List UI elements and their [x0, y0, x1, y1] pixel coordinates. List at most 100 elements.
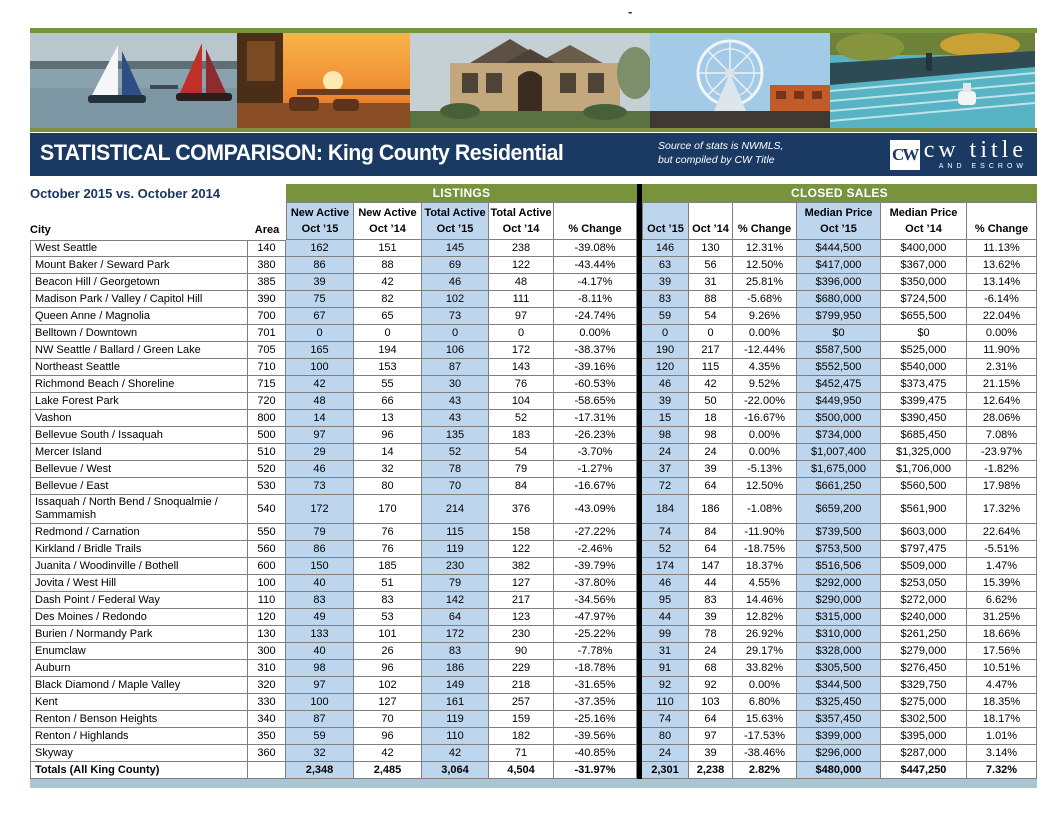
table-row: Vashon 800 14 13 43 52 -17.31% 15 18 -16…: [30, 410, 1037, 427]
total-active-oct15-cell: 145: [422, 240, 489, 257]
median-oct15-cell: $1,007,400: [797, 444, 881, 461]
total-active-oct15-cell: 3,064: [422, 762, 489, 779]
new-active-oct15-cell: 97: [286, 427, 354, 444]
median-oct14-cell: $279,000: [881, 643, 967, 660]
section-divider: [637, 393, 642, 410]
median-oct15-cell: $399,000: [797, 728, 881, 745]
closed-oct14-cell: 24: [689, 643, 733, 660]
section-divider: [637, 495, 642, 524]
median-oct14-cell: $724,500: [881, 291, 967, 308]
section-divider: [637, 325, 642, 342]
closed-oct14-cell: 130: [689, 240, 733, 257]
city-column-header: City: [30, 202, 248, 240]
total-active-oct14-cell: 71: [489, 745, 554, 762]
city-cell: Juanita / Woodinville / Bothell: [30, 558, 248, 575]
total-active-oct15-cell: 69: [422, 257, 489, 274]
new-active-oct15-cell: 42: [286, 376, 354, 393]
closed-oct15-cell: 74: [642, 711, 689, 728]
median-pct-change-cell: 7.32%: [967, 762, 1037, 779]
listings-pct-change-cell: -39.16%: [554, 359, 637, 376]
median-oct14-cell: $1,706,000: [881, 461, 967, 478]
median-oct15-cell: $417,000: [797, 257, 881, 274]
total-active-oct14-cell: 122: [489, 541, 554, 558]
section-divider: [637, 745, 642, 762]
new-active-oct15-cell: 100: [286, 694, 354, 711]
closed-sales-group-header: CLOSED SALES: [642, 184, 1037, 202]
area-cell: 100: [248, 575, 286, 592]
total-active-oct15-cell: 0: [422, 325, 489, 342]
total-active-oct15-cell: 83: [422, 643, 489, 660]
city-cell: Kirkland / Bridle Trails: [30, 541, 248, 558]
listings-pct-change-cell: -16.67%: [554, 478, 637, 495]
median-pct-change-cell: 2.31%: [967, 359, 1037, 376]
new-active-oct14-header: New Active Oct ’14: [354, 202, 422, 240]
total-active-oct15-cell: 110: [422, 728, 489, 745]
closed-oct15-cell: 39: [642, 274, 689, 291]
city-cell: Issaquah / North Bend / Snoqualmie / Sam…: [30, 495, 248, 524]
median-oct15-cell: $357,450: [797, 711, 881, 728]
listings-pct-change-cell: -39.08%: [554, 240, 637, 257]
table-row: Black Diamond / Maple Valley 320 97 102 …: [30, 677, 1037, 694]
table-row: Bellevue / West 520 46 32 78 79 -1.27% 3…: [30, 461, 1037, 478]
median-pct-change-cell: 31.25%: [967, 609, 1037, 626]
closed-oct14-cell: 84: [689, 524, 733, 541]
median-pct-change-cell: 11.13%: [967, 240, 1037, 257]
median-pct-change-cell: 13.14%: [967, 274, 1037, 291]
area-header-label: Area: [254, 224, 280, 236]
listings-pct-change-cell: -8.11%: [554, 291, 637, 308]
listings-pct-change-cell: -27.22%: [554, 524, 637, 541]
table-row: Des Moines / Redondo 120 49 53 64 123 -4…: [30, 609, 1037, 626]
closed-oct14-cell: 68: [689, 660, 733, 677]
median-oct15-cell: $516,506: [797, 558, 881, 575]
total-active-oct14-cell: 159: [489, 711, 554, 728]
closed-oct15-cell: 24: [642, 745, 689, 762]
closed-oct14-cell: 56: [689, 257, 733, 274]
section-divider: [637, 274, 642, 291]
table-row: Queen Anne / Magnolia 700 67 65 73 97 -2…: [30, 308, 1037, 325]
city-cell: Bellevue / West: [30, 461, 248, 478]
city-cell: Skyway: [30, 745, 248, 762]
new-active-oct15-cell: 172: [286, 495, 354, 524]
median-pct-change-cell: 28.06%: [967, 410, 1037, 427]
closed-oct15-cell: 46: [642, 575, 689, 592]
median-oct15-cell: $325,450: [797, 694, 881, 711]
closed-oct14-cell: 78: [689, 626, 733, 643]
oct14-label: Oct ’14: [369, 223, 406, 235]
section-divider: [637, 240, 642, 257]
new-active-oct14-cell: 82: [354, 291, 422, 308]
column-header-row: City Area New Active Oct ’15 New Active …: [30, 202, 1037, 240]
area-cell: 800: [248, 410, 286, 427]
table-row: Mercer Island 510 29 14 52 54 -3.70% 24 …: [30, 444, 1037, 461]
closed-oct15-cell: 59: [642, 308, 689, 325]
total-active-oct14-cell: 238: [489, 240, 554, 257]
city-cell: Lake Forest Park: [30, 393, 248, 410]
area-cell: 300: [248, 643, 286, 660]
listings-pct-change-cell: -25.22%: [554, 626, 637, 643]
locks-bridge-photo: [830, 33, 1035, 128]
closed-pct-change-cell: 9.52%: [733, 376, 797, 393]
section-divider: [637, 728, 642, 745]
closed-oct15-cell: 63: [642, 257, 689, 274]
table-row: Kirkland / Bridle Trails 560 86 76 119 1…: [30, 541, 1037, 558]
area-cell: 715: [248, 376, 286, 393]
closed-oct14-cell: 54: [689, 308, 733, 325]
new-active-oct15-cell: 86: [286, 541, 354, 558]
area-cell: 520: [248, 461, 286, 478]
median-pct-change-cell: 22.04%: [967, 308, 1037, 325]
new-active-oct14-cell: 151: [354, 240, 422, 257]
city-cell: Des Moines / Redondo: [30, 609, 248, 626]
new-active-oct15-cell: 14: [286, 410, 354, 427]
median-oct15-cell: $328,000: [797, 643, 881, 660]
median-oct14-cell: $373,475: [881, 376, 967, 393]
total-active-oct15-cell: 42: [422, 745, 489, 762]
median-pct-change-cell: 13.62%: [967, 257, 1037, 274]
new-active-oct15-cell: 97: [286, 677, 354, 694]
total-active-oct14-cell: 90: [489, 643, 554, 660]
median-oct14-cell: $261,250: [881, 626, 967, 643]
area-cell: 710: [248, 359, 286, 376]
closed-oct14-cell: 103: [689, 694, 733, 711]
new-active-oct15-cell: 2,348: [286, 762, 354, 779]
section-divider: [637, 410, 642, 427]
closed-oct14-cell: 83: [689, 592, 733, 609]
closed-pct-change-cell: -12.44%: [733, 342, 797, 359]
